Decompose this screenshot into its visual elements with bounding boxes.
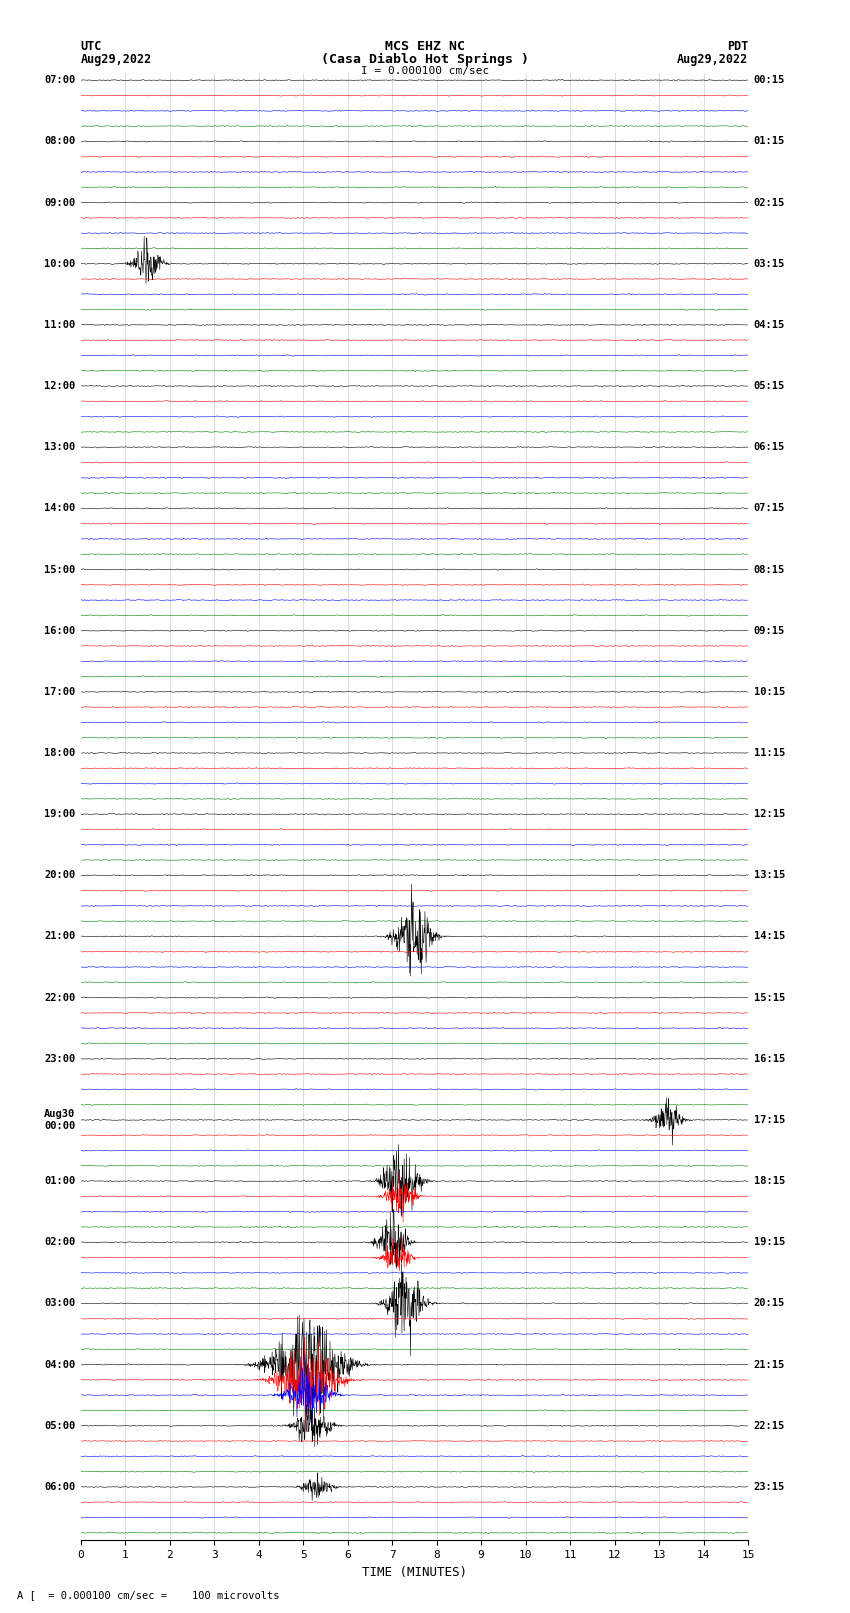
Text: 02:15: 02:15 xyxy=(754,197,785,208)
Text: 00:15: 00:15 xyxy=(754,76,785,85)
Text: 22:15: 22:15 xyxy=(754,1421,785,1431)
Text: 07:15: 07:15 xyxy=(754,503,785,513)
Text: Aug30
00:00: Aug30 00:00 xyxy=(44,1110,75,1131)
Text: 13:00: 13:00 xyxy=(44,442,75,452)
Text: 06:00: 06:00 xyxy=(44,1482,75,1492)
Text: UTC: UTC xyxy=(81,40,102,53)
Text: 01:00: 01:00 xyxy=(44,1176,75,1186)
Text: 17:15: 17:15 xyxy=(754,1115,785,1124)
Text: MCS EHZ NC: MCS EHZ NC xyxy=(385,40,465,53)
Text: 04:15: 04:15 xyxy=(754,319,785,331)
Text: A [  = 0.000100 cm/sec =    100 microvolts: A [ = 0.000100 cm/sec = 100 microvolts xyxy=(17,1590,280,1600)
Text: 19:15: 19:15 xyxy=(754,1237,785,1247)
Text: 15:00: 15:00 xyxy=(44,565,75,574)
Text: 10:00: 10:00 xyxy=(44,258,75,269)
Text: Aug29,2022: Aug29,2022 xyxy=(677,53,748,66)
Text: 20:15: 20:15 xyxy=(754,1298,785,1308)
Text: 15:15: 15:15 xyxy=(754,992,785,1003)
Text: PDT: PDT xyxy=(727,40,748,53)
X-axis label: TIME (MINUTES): TIME (MINUTES) xyxy=(362,1566,467,1579)
Text: 04:00: 04:00 xyxy=(44,1360,75,1369)
Text: 01:15: 01:15 xyxy=(754,137,785,147)
Text: 17:00: 17:00 xyxy=(44,687,75,697)
Text: 21:15: 21:15 xyxy=(754,1360,785,1369)
Text: 03:00: 03:00 xyxy=(44,1298,75,1308)
Text: 20:00: 20:00 xyxy=(44,871,75,881)
Text: I = 0.000100 cm/sec: I = 0.000100 cm/sec xyxy=(361,66,489,76)
Text: 14:15: 14:15 xyxy=(754,931,785,942)
Text: 12:00: 12:00 xyxy=(44,381,75,390)
Text: Aug29,2022: Aug29,2022 xyxy=(81,53,152,66)
Text: (Casa Diablo Hot Springs ): (Casa Diablo Hot Springs ) xyxy=(321,53,529,66)
Text: 11:15: 11:15 xyxy=(754,748,785,758)
Text: 22:00: 22:00 xyxy=(44,992,75,1003)
Text: 14:00: 14:00 xyxy=(44,503,75,513)
Text: 18:15: 18:15 xyxy=(754,1176,785,1186)
Text: 13:15: 13:15 xyxy=(754,871,785,881)
Text: 19:00: 19:00 xyxy=(44,810,75,819)
Text: 08:15: 08:15 xyxy=(754,565,785,574)
Text: 03:15: 03:15 xyxy=(754,258,785,269)
Text: 23:15: 23:15 xyxy=(754,1482,785,1492)
Text: 16:15: 16:15 xyxy=(754,1053,785,1065)
Text: 21:00: 21:00 xyxy=(44,931,75,942)
Text: 07:00: 07:00 xyxy=(44,76,75,85)
Text: 05:00: 05:00 xyxy=(44,1421,75,1431)
Text: 05:15: 05:15 xyxy=(754,381,785,390)
Text: 09:15: 09:15 xyxy=(754,626,785,636)
Text: 02:00: 02:00 xyxy=(44,1237,75,1247)
Text: 10:15: 10:15 xyxy=(754,687,785,697)
Text: 09:00: 09:00 xyxy=(44,197,75,208)
Text: 06:15: 06:15 xyxy=(754,442,785,452)
Text: 16:00: 16:00 xyxy=(44,626,75,636)
Text: 23:00: 23:00 xyxy=(44,1053,75,1065)
Text: 12:15: 12:15 xyxy=(754,810,785,819)
Text: 11:00: 11:00 xyxy=(44,319,75,331)
Text: 08:00: 08:00 xyxy=(44,137,75,147)
Text: 18:00: 18:00 xyxy=(44,748,75,758)
